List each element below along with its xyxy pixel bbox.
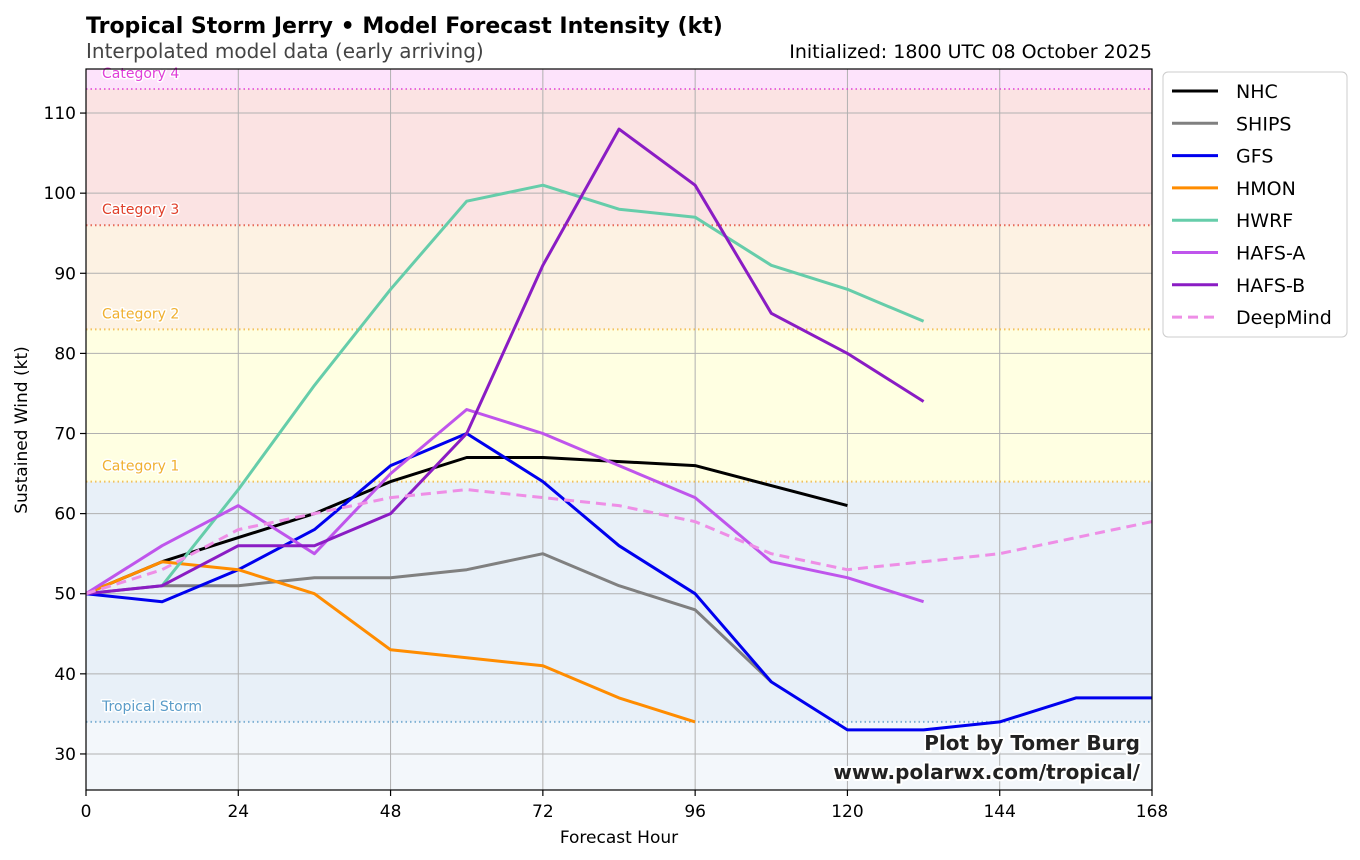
y-tick-label: 90: [54, 264, 76, 284]
band-category-4: [86, 69, 1152, 90]
x-tick-label: 72: [532, 802, 554, 822]
category-label-category-2: Category 2: [102, 306, 179, 322]
category-bands: [86, 69, 1152, 790]
category-label-category-3: Category 3: [102, 202, 179, 218]
series-lines: [85, 127, 1153, 732]
y-tick-label: 40: [54, 665, 76, 685]
chart-subtitle: Interpolated model data (early arriving): [86, 39, 484, 63]
series-line-hwrf: [160, 183, 925, 587]
chart-title: Tropical Storm Jerry • Model Forecast In…: [86, 14, 723, 39]
y-tick-label: 70: [54, 425, 76, 445]
x-tick-label: 48: [380, 802, 402, 822]
category-label-tropical-storm: Tropical Storm: [101, 699, 202, 715]
x-axis-ticks: 0 24 48 72 96 120 144 168: [81, 790, 1168, 822]
legend-label-deepmind: DeepMind: [1236, 307, 1332, 329]
legend-label-hafs-b: HAFS-B: [1236, 275, 1305, 297]
band-tropical-storm: [86, 481, 1152, 722]
legend-label-ships: SHIPS: [1236, 113, 1291, 135]
plot-frame: [85, 68, 1153, 791]
series-line-gfs: [85, 432, 1152, 732]
y-tick-label: 60: [54, 505, 76, 525]
category-label-category-1: Category 1: [102, 459, 179, 475]
category-labels: Tropical Storm Category 1 Category 2 Catego…: [100, 65, 204, 717]
y-axis-label: Sustained Wind (kt): [12, 346, 32, 514]
series-line-hmon: [85, 560, 696, 724]
series-line-hafs-a: [85, 408, 925, 604]
credit-line-1: Plot by Tomer Burg: [924, 731, 1140, 755]
band-category-2: [86, 225, 1152, 330]
y-tick-label: 30: [54, 745, 76, 765]
y-tick-label: 80: [54, 344, 76, 364]
legend: NHC SHIPS GFS HMON HWRF HAFS-A HAFS-B DeepMind: [1162, 71, 1348, 338]
x-tick-label: 24: [227, 802, 249, 822]
band-below-tropical-storm: [86, 721, 1152, 790]
y-tick-label: 110: [44, 104, 76, 124]
band-category-3: [86, 89, 1152, 226]
band-category-1: [86, 329, 1152, 482]
legend-label-hmon: HMON: [1236, 178, 1296, 200]
y-axis-ticks: 30 40 50 60 70 80 90 100 110: [44, 104, 86, 765]
y-tick-label: 50: [54, 585, 76, 605]
legend-label-nhc: NHC: [1236, 81, 1278, 103]
x-tick-label: 168: [1136, 802, 1168, 822]
x-axis-label: Forecast Hour: [560, 828, 678, 848]
x-tick-label: 144: [983, 802, 1015, 822]
series-line-hafs-b: [85, 127, 925, 596]
x-tick-label: 120: [831, 802, 863, 822]
series-line-deepmind: [85, 488, 1153, 596]
initialized-label: Initialized: 1800 UTC 08 October 2025: [789, 41, 1152, 63]
credit-line-2: www.polarwx.com/tropical/: [833, 760, 1140, 784]
x-tick-label: 96: [684, 802, 706, 822]
legend-label-gfs: GFS: [1236, 146, 1273, 168]
legend-label-hwrf: HWRF: [1236, 210, 1293, 232]
legend-label-hafs-a: HAFS-A: [1236, 243, 1305, 265]
y-tick-label: 100: [44, 184, 76, 204]
x-tick-label: 0: [81, 802, 92, 822]
legend-box: [1162, 71, 1348, 338]
